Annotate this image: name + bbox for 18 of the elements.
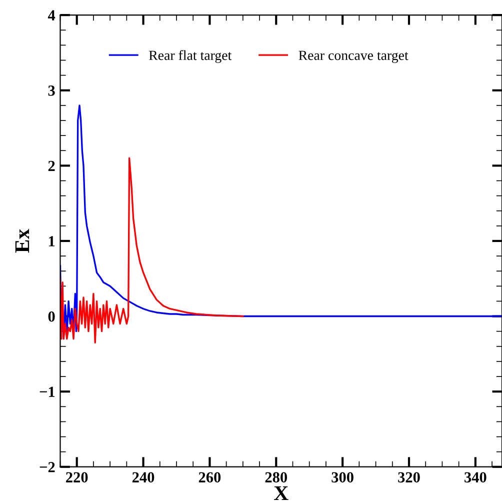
x-tick-label: 280 — [265, 472, 288, 482]
y-tick-label: −2 — [40, 462, 55, 472]
x-tick-label: 220 — [66, 472, 88, 482]
x-tick-label: 300 — [332, 472, 354, 482]
x-tick-label: 340 — [464, 472, 486, 482]
y-axis-title: Ex — [15, 228, 30, 253]
legend-label: Rear flat target — [149, 50, 232, 63]
y-tick-label: 2 — [48, 160, 55, 171]
x-tick-label: 240 — [132, 472, 154, 482]
x-axis-title: X — [274, 486, 288, 500]
legend-label: Rear concave target — [298, 50, 408, 63]
y-tick-label: 1 — [48, 236, 55, 246]
x-tick-label: 320 — [398, 472, 420, 482]
x-tick-label: 260 — [198, 472, 221, 482]
y-tick-label: 0 — [48, 311, 55, 322]
y-tick-label: 4 — [48, 10, 56, 20]
y-tick-label: −1 — [40, 386, 55, 397]
y-tick-label: 3 — [48, 86, 55, 96]
